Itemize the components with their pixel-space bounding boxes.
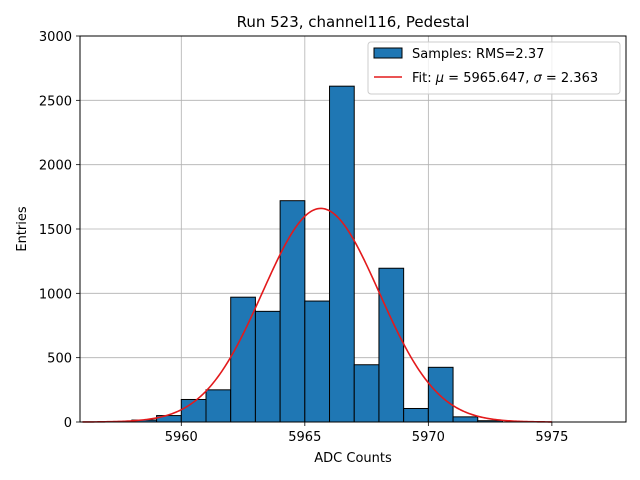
histogram-bar [329,85,355,423]
legend-label-samples: Samples: RMS=2.37 [412,47,544,62]
chart-title: Run 523, channel116, Pedestal [237,13,470,31]
y-tick-label: 1500 [39,223,72,238]
x-tick-label: 5960 [165,430,198,445]
legend-fit-prefix: Fit: [412,71,436,86]
y-tick-label: 3000 [39,30,72,45]
histogram-bar [304,300,331,423]
y-tick-label: 2000 [39,159,72,174]
histogram-bar [378,267,405,423]
x-axis-label: ADC Counts [314,451,392,466]
histogram-bar [205,389,232,423]
legend-fit-mu: μ [435,71,444,86]
y-tick-label: 2500 [39,94,72,109]
histogram-bar [403,407,429,423]
x-tick-label: 5975 [535,430,568,445]
y-axis-label: Entries [15,206,30,252]
legend-patch-samples [373,47,403,59]
histogram-bar [279,200,306,423]
histogram-bar [254,310,281,423]
fit-curve [82,207,552,423]
histogram-bar [353,364,380,423]
histogram-bar [427,366,454,423]
x-tick-label: 5970 [412,430,445,445]
legend-fit-mu-value: = 5965.647, [444,71,533,86]
legend: Samples: RMS=2.37 Fit: μ = 5965.647, σ =… [367,41,621,95]
legend-fit-sigma-value: = 2.363 [542,71,598,86]
x-tick-label: 5965 [288,430,321,445]
x-axis-ticks: 5960 5965 5970 5975 [165,422,568,445]
y-tick-label: 500 [47,352,72,367]
histogram-bar [452,416,479,423]
y-tick-label: 0 [64,416,72,431]
y-tick-label: 1000 [39,287,72,302]
legend-box [367,41,621,95]
legend-label-fit: Fit: μ = 5965.647, σ = 2.363 [412,71,598,86]
histogram-bars [131,85,503,423]
legend-fit-sigma: σ [534,71,543,86]
y-axis-ticks: 0 500 1000 1500 2000 2500 3000 [39,30,80,431]
